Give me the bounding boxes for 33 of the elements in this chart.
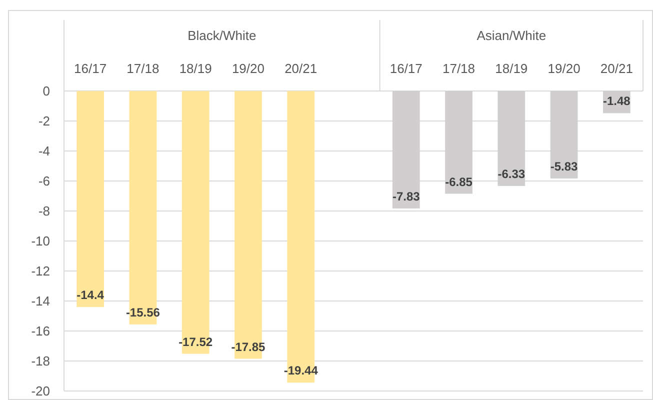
data-label: -1.48	[603, 94, 631, 108]
y-tick-label: -16	[31, 324, 50, 339]
y-tick-label: -20	[31, 384, 50, 399]
x-tick-label: 20/21	[284, 61, 318, 76]
data-label: -14.4	[76, 288, 104, 302]
y-tick-label: 0	[42, 84, 50, 99]
data-label: -6.85	[445, 174, 473, 189]
data-label: -19.44	[284, 364, 318, 378]
x-tick-label: 18/19	[179, 61, 212, 76]
x-tick-label: 17/18	[126, 61, 160, 76]
y-tick-label: -8	[38, 204, 50, 219]
text: Black/White	[188, 28, 256, 43]
x-tick-label: 19/20	[548, 61, 580, 76]
text: Asian/White	[476, 28, 546, 43]
x-tick-label: 17/18	[442, 61, 476, 76]
y-tick-label: -18	[31, 354, 50, 369]
x-tick-label: 16/17	[390, 61, 422, 76]
y-tick-label: -4	[38, 144, 50, 159]
y-tick-label: -10	[31, 234, 50, 249]
data-label: -15.56	[126, 305, 160, 320]
data-label: -7.83	[392, 189, 420, 204]
x-tick-label: 20/21	[600, 61, 633, 76]
x-tick-label: 16/17	[74, 61, 107, 76]
x-tick-label: 19/20	[232, 61, 264, 76]
y-tick-label: -6	[38, 174, 50, 189]
y-tick-label: -14	[31, 294, 50, 309]
data-label: -17.85	[231, 340, 266, 354]
y-tick-label: -12	[31, 264, 50, 279]
y-tick-label: -2	[38, 114, 50, 129]
x-tick-label: 18/19	[495, 61, 528, 76]
data-label: -5.83	[550, 159, 578, 174]
data-label: -6.33	[498, 166, 526, 181]
data-label: -17.52	[178, 334, 213, 349]
